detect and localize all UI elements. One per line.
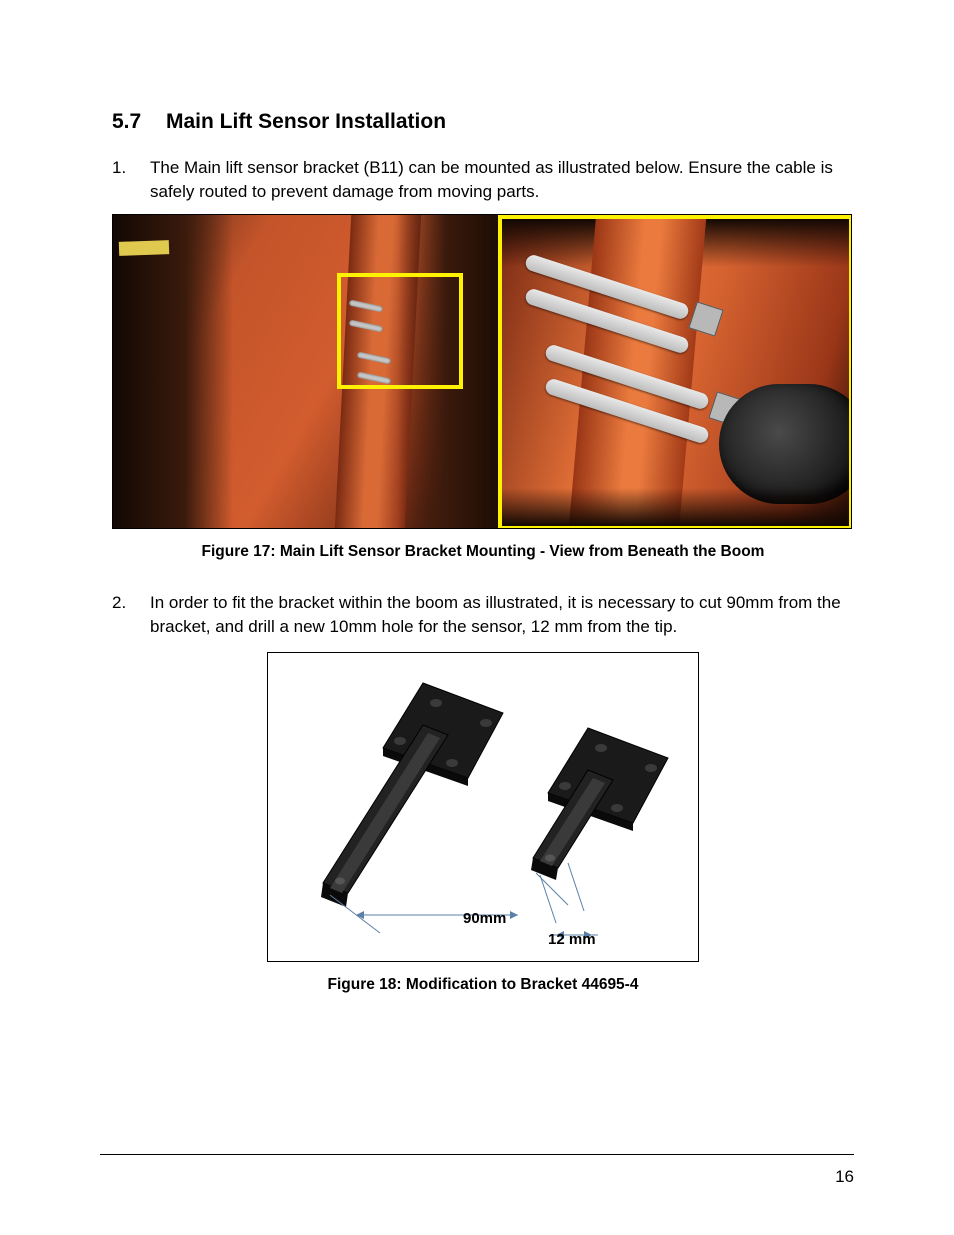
figure-18-dim-90mm: 90mm — [463, 908, 506, 929]
figure-18-image: 90mm 12 mm — [267, 652, 699, 962]
section-number: 5.7 — [112, 110, 166, 134]
page-number: 16 — [835, 1167, 854, 1187]
step-2: In order to fit the bracket within the b… — [112, 591, 854, 995]
figure-17-left-photo — [113, 215, 498, 529]
steps-list: The Main lift sensor bracket (B11) can b… — [112, 156, 854, 996]
section-heading: 5.7 Main Lift Sensor Installation — [112, 110, 854, 134]
figure-17-image — [112, 214, 852, 529]
step-1-text: The Main lift sensor bracket (B11) can b… — [150, 158, 833, 201]
figure-17-highlight-box — [337, 273, 463, 389]
figure-17-right-photo — [498, 215, 852, 529]
step-1: The Main lift sensor bracket (B11) can b… — [112, 156, 854, 563]
step-2-text: In order to fit the bracket within the b… — [150, 593, 841, 636]
figure-18-caption: Figure 18: Modification to Bracket 44695… — [112, 974, 854, 996]
figure-18-dim-12mm: 12 mm — [548, 929, 596, 950]
footer-rule — [100, 1154, 854, 1155]
page: 5.7 Main Lift Sensor Installation The Ma… — [0, 0, 954, 1235]
section-title: Main Lift Sensor Installation — [166, 110, 446, 134]
figure-17-caption: Figure 17: Main Lift Sensor Bracket Moun… — [112, 541, 854, 563]
